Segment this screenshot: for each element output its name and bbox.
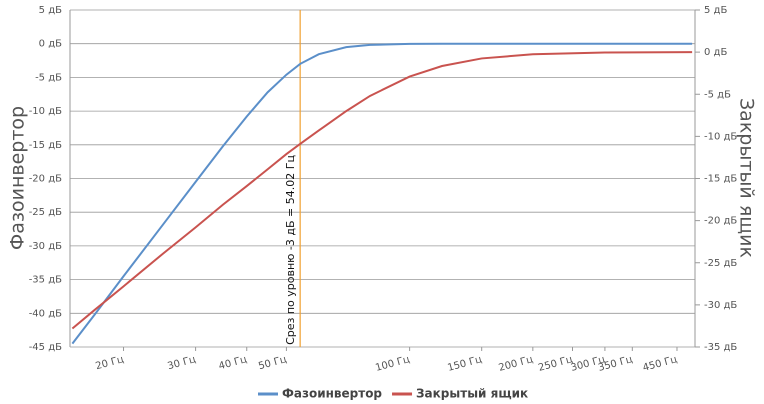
cutoff-label: Срез по уровню -3 дБ = 54.02 Гц [284, 155, 297, 345]
y-tick-label: -20 дБ [29, 174, 62, 185]
y-tick-label: 0 дБ [39, 39, 62, 50]
y-tick-label: -35 дБ [29, 275, 62, 286]
y-tick-label: -15 дБ [29, 140, 62, 151]
y-tick-label: -30 дБ [29, 241, 62, 252]
x-tick-label: 150 Гц [446, 354, 483, 374]
x-tick-label: 20 Гц [94, 354, 125, 372]
y2-tick-label: -30 дБ [704, 300, 737, 311]
y2-tick-label: 0 дБ [704, 47, 727, 58]
y-tick-label: -45 дБ [29, 342, 62, 353]
y2-tick-label: -20 дБ [704, 216, 737, 227]
legend-text: Фазоинвертор [282, 387, 382, 401]
y-tick-label: 5 дБ [39, 5, 62, 16]
series-line [71, 51, 693, 330]
series-line [71, 42, 693, 345]
y2-tick-label: -15 дБ [704, 174, 737, 185]
x-tick-label: 200 Гц [498, 354, 535, 374]
y-tick-label: -10 дБ [29, 106, 62, 117]
x-tick-label: 30 Гц [166, 354, 197, 372]
y2-tick-label: -35 дБ [704, 342, 737, 353]
x-tick-label: 40 Гц [218, 354, 249, 372]
y-tick-label: -40 дБ [29, 308, 62, 319]
y-axis-title: Фазоинвертор [7, 106, 29, 250]
y-tick-label: -5 дБ [35, 72, 62, 83]
x-tick-label: 50 Гц [257, 354, 288, 372]
x-tick-label: 250 Гц [537, 354, 574, 374]
y2-tick-label: 5 дБ [704, 5, 727, 16]
x-tick-label: 450 Гц [642, 354, 679, 374]
y2-tick-label: -5 дБ [704, 89, 731, 100]
x-tick-label: 100 Гц [374, 354, 411, 374]
y-tick-label: -25 дБ [29, 207, 62, 218]
y2-axis-title: Закрытый ящик [736, 98, 758, 258]
y2-tick-label: -10 дБ [704, 131, 737, 142]
legend-text: Закрытый ящик [416, 387, 528, 401]
y2-tick-label: -25 дБ [704, 258, 737, 269]
